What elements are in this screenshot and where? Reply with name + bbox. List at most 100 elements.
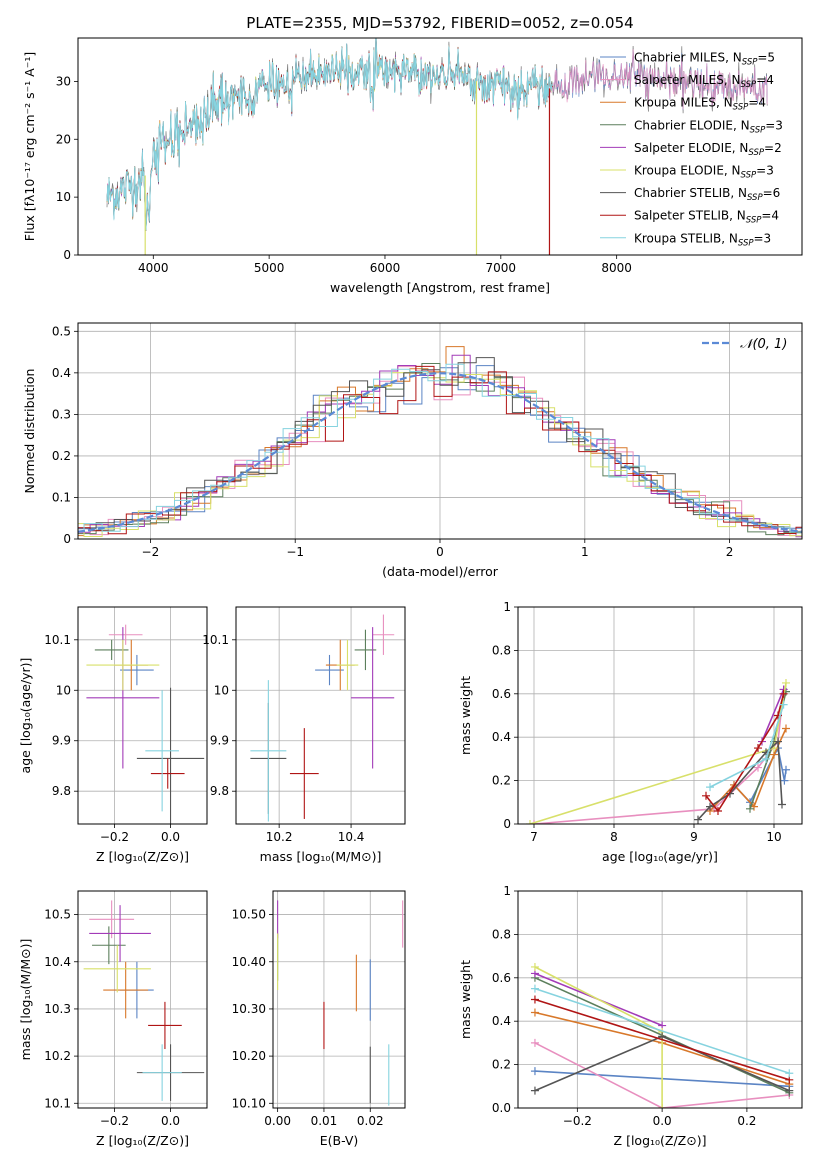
y-tick-label: 10.1: [44, 633, 71, 647]
y-tick-label: 30: [56, 74, 71, 88]
mass-weight-marker: [762, 754, 770, 763]
model-spectrum-top: [106, 38, 553, 231]
model-spectrum: [106, 38, 553, 231]
legend-label: Salpeter MILES, NSSP=4: [634, 73, 774, 90]
errorbar-point: [145, 690, 179, 812]
axes-frame: [235, 606, 406, 825]
y-tick-label: 10.40: [232, 955, 266, 969]
y-axis-label: age [log₁₀(age/yr)]: [18, 658, 33, 774]
y-tick-label: 10.10: [232, 1096, 266, 1110]
mass-weight-lines: [530, 962, 794, 1108]
y-axis-label: mass weight: [458, 960, 473, 1039]
y-tick-label: 1: [503, 884, 511, 898]
x-tick-label: 0.2: [737, 1114, 756, 1128]
y-axis-label: mass [log₁₀(M/M⊙)]: [18, 939, 33, 1061]
legend-subscript: SSP: [746, 216, 762, 226]
mass-weight-marker: [780, 776, 789, 785]
legend-nssp: =4: [748, 96, 766, 110]
mass-weight-marker: [774, 737, 782, 746]
x-tick-label: 6000: [370, 261, 401, 275]
legend-model-name: Chabrier STELIB, N: [634, 186, 747, 200]
legend-label: Kroupa STELIB, NSSP=3: [634, 231, 771, 248]
residual-histogram: [78, 363, 802, 533]
y-tick-label: 10: [214, 683, 229, 697]
mass-weight-marker: [754, 763, 762, 772]
mass-weight-marker: [706, 802, 714, 811]
errorbar-point: [86, 639, 160, 691]
y-tick-label: 0.4: [492, 1014, 511, 1028]
errorbar-point: [83, 945, 151, 993]
chart-spectrum: 4000 5000 6000 7000 8000 0 10 20 30 wavelength [A…: [22, 37, 803, 295]
legend-nssp: =4: [756, 73, 774, 87]
y-tick-label: 0.8: [492, 927, 511, 941]
mass-weight-marker: [526, 820, 534, 824]
model-spectrum: [106, 39, 553, 232]
legend-model-name: Chabrier MILES, N: [634, 51, 742, 65]
x-tick-label: 8: [610, 830, 618, 844]
errorbar-point: [336, 639, 359, 691]
legend-label: Salpeter ELODIE, NSSP=2: [634, 141, 782, 158]
legend-label: Kroupa ELODIE, NSSP=3: [634, 164, 774, 181]
y-tick-label: 0.5: [52, 324, 71, 338]
errorbar-point: [120, 654, 154, 686]
mass-weight-marker: [530, 1067, 539, 1076]
model-spectrum: [106, 38, 553, 228]
legend-label: Salpeter STELIB, NSSP=4: [634, 209, 779, 226]
legend-label: Chabrier STELIB, NSSP=6: [634, 186, 780, 203]
mass-weight-series: [534, 1042, 790, 1108]
y-tick-label: 10.2: [44, 1049, 71, 1063]
errorbar-point: [250, 680, 287, 822]
y-tick-label: 0: [503, 817, 511, 831]
mass-weight-series: [697, 739, 783, 821]
mass-weight-marker: [694, 815, 702, 824]
legend-subscript: SSP: [748, 148, 764, 158]
y-tick-label: 0.8: [492, 643, 511, 657]
mass-weight-marker: [530, 820, 538, 824]
x-tick-label: 0.02: [357, 1114, 384, 1128]
mass-weight-marker: [702, 791, 710, 800]
x-axis-label: mass [log₁₀(M/M⊙)]: [260, 849, 382, 864]
y-tick-label: 0.6: [492, 687, 511, 701]
y-tick-label: 0.4: [492, 730, 511, 744]
x-axis-label: (data-model)/error: [382, 564, 499, 579]
axes-frame: [272, 890, 406, 1109]
axes-frame: [517, 606, 803, 825]
y-tick-label: 10.5: [44, 908, 71, 922]
errorbar-point: [150, 758, 185, 789]
mass-weight-series: [761, 689, 785, 742]
mass-weight-marker: [782, 724, 790, 733]
x-tick-label: 5000: [254, 261, 285, 275]
y-tick-label: 10.30: [232, 1002, 266, 1016]
chart-age_vs_mass: 10.2 10.4 9.8 9.9 10 10.1 mass [log₁₀(M/M⊙)]: [202, 606, 406, 864]
y-tick-label: 0.2: [492, 774, 511, 788]
errorbar-point: [89, 900, 135, 939]
y-axis-label: Normed distribution: [22, 369, 37, 494]
mass-weight-lines: [526, 678, 790, 824]
errorbar-point: [142, 1044, 182, 1101]
chart-mass_weight_vs_age: 7 8 9 10 0 0.2 0.4 0.6 0.8 1 age [log₁₀(age/yr)] ma…: [458, 600, 803, 864]
errorbar-point: [108, 624, 143, 645]
legend-label: 𝒩(0, 1): [740, 337, 787, 352]
mass-weight-marker: [779, 689, 788, 698]
mass-weight-marker: [746, 804, 754, 813]
x-tick-label: 0.0: [653, 1114, 672, 1128]
legend-model-name: Salpeter MILES, N: [634, 73, 741, 87]
model-spectrum: [106, 38, 553, 231]
mass-weight-marker: [530, 1008, 539, 1017]
x-tick-label: 9: [690, 830, 698, 844]
x-tick-label: 10.4: [338, 830, 365, 844]
mass-weight-marker: [706, 783, 714, 792]
mass-weight-marker: [782, 765, 790, 774]
errorbars: [277, 900, 404, 1106]
x-tick-label: 0.0: [161, 1114, 180, 1128]
x-tick-label: 0.0: [161, 830, 180, 844]
mass-weight-marker: [785, 1086, 794, 1095]
legend-subscript: SSP: [741, 80, 757, 90]
x-tick-label: −1: [286, 545, 304, 559]
mass-weight-marker: [714, 806, 722, 815]
errorbar-point: [136, 687, 205, 824]
y-tick-label: 0.2: [492, 1058, 511, 1072]
mass-weight-marker: [530, 1086, 539, 1095]
x-axis-label: Z [log₁₀(Z/Z⊙)]: [96, 849, 189, 864]
